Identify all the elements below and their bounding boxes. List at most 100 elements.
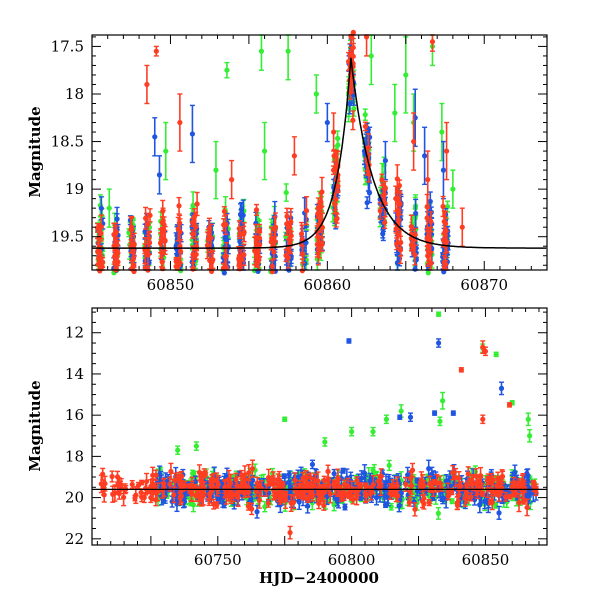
data-point-966 [153, 469, 159, 481]
data-point-756 [173, 258, 179, 271]
top-panel: 60850 60860 60870 17.5 18 18.5 19 19.5 Magnitud… [26, 29, 548, 294]
data-point-687 [193, 211, 199, 243]
data-point-336 [383, 414, 390, 425]
data-point-279 [413, 198, 419, 229]
data-point-984 [240, 475, 246, 489]
x-tick-label: 60850 [462, 551, 510, 569]
y-tick-label: 20 [65, 489, 84, 507]
data-point-681 [397, 414, 403, 420]
data-point-1010 [265, 498, 271, 508]
data-point-813 [109, 470, 115, 483]
bottom-panel-tick-labels: 60750 60800 60850 12 14 16 18 20 22 [65, 324, 509, 569]
data-point-648 [332, 192, 338, 215]
data-point-512 [364, 196, 370, 210]
data-point-892 [507, 493, 513, 500]
data-point-329 [435, 506, 441, 520]
data-point-467 [221, 501, 227, 509]
data-point-345 [527, 428, 533, 443]
data-point-893 [246, 463, 252, 482]
y-tick-label: 16 [65, 406, 84, 424]
data-point-779 [379, 173, 385, 187]
data-point-991 [516, 478, 522, 488]
data-point-536 [156, 155, 163, 195]
top-y-axis-label: Magnitude [26, 106, 44, 197]
data-point-999 [344, 491, 350, 499]
y-tick-label: 19 [65, 180, 84, 198]
top-panel-ticks [91, 35, 548, 270]
data-point-539 [382, 140, 388, 181]
data-point-164 [283, 183, 289, 202]
data-point-902 [378, 476, 384, 497]
data-point-269 [439, 102, 445, 162]
data-point-760 [395, 208, 401, 221]
data-point-983 [116, 477, 122, 492]
data-point-994 [327, 484, 333, 504]
data-point-800 [426, 498, 432, 507]
data-point-938 [394, 476, 400, 496]
data-point-963 [300, 494, 307, 501]
data-point-272 [163, 121, 169, 181]
data-point-887 [263, 483, 269, 497]
data-point-698 [524, 498, 530, 517]
data-point-334 [437, 416, 443, 427]
data-point-1003 [208, 484, 214, 501]
data-point-538 [324, 102, 330, 143]
data-point-868 [412, 502, 418, 517]
data-point-332 [493, 351, 499, 358]
data-point-948 [518, 485, 525, 492]
data-point-806 [229, 159, 235, 200]
data-point-812 [443, 121, 450, 181]
data-point-338 [349, 426, 355, 437]
y-tick-label: 14 [65, 365, 84, 383]
data-point-703 [468, 492, 474, 502]
data-point-921 [308, 472, 314, 483]
data-point-804 [144, 64, 150, 105]
data-point-799 [254, 235, 260, 268]
top-panel-frame [91, 34, 548, 271]
y-tick-label: 18.5 [51, 133, 84, 151]
data-point-677 [436, 338, 442, 348]
data-point-803 [153, 45, 159, 57]
x-tick-label: 60800 [328, 551, 376, 569]
data-point-751 [177, 214, 183, 232]
x-tick-label: 60860 [303, 276, 351, 294]
data-point-330 [436, 311, 442, 317]
data-point-577 [194, 191, 200, 217]
data-point-1019 [303, 470, 309, 484]
data-point-971 [277, 487, 283, 494]
data-point-333 [440, 391, 446, 410]
data-point-781 [425, 226, 432, 249]
top-panel-tick-labels: 60850 60860 60870 17.5 18 18.5 19 19.5 [51, 37, 509, 294]
data-point-890 [198, 471, 204, 482]
data-point-758 [282, 491, 289, 498]
data-point-964 [484, 475, 491, 486]
data-point-785 [94, 222, 101, 233]
data-point-725 [283, 249, 289, 263]
x-tick-label: 60750 [194, 551, 242, 569]
data-point-811 [425, 150, 431, 209]
data-point-537 [189, 104, 196, 164]
data-point-794 [99, 256, 106, 269]
top-panel-points [94, 29, 465, 276]
data-point-826 [418, 471, 424, 490]
data-point-1015 [458, 367, 464, 373]
data-point-996 [291, 495, 297, 510]
y-tick-label: 19.5 [51, 228, 84, 246]
data-point-721 [503, 491, 509, 502]
data-point-761 [223, 213, 229, 236]
data-point-814 [331, 112, 337, 152]
data-point-924 [132, 494, 138, 502]
data-point-699 [147, 208, 153, 223]
bottom-y-axis-label: Magnitude [26, 380, 44, 471]
data-point-968 [245, 502, 252, 511]
x-tick-label: 60850 [147, 276, 195, 294]
data-point-740 [121, 488, 127, 507]
data-point-763 [159, 237, 165, 268]
data-point-945 [189, 476, 195, 497]
data-point-796 [236, 220, 242, 238]
data-point-273 [213, 140, 219, 200]
data-point-951 [341, 484, 347, 501]
data-point-944 [172, 472, 178, 489]
data-point-987 [496, 485, 503, 502]
data-point-266 [403, 36, 409, 114]
